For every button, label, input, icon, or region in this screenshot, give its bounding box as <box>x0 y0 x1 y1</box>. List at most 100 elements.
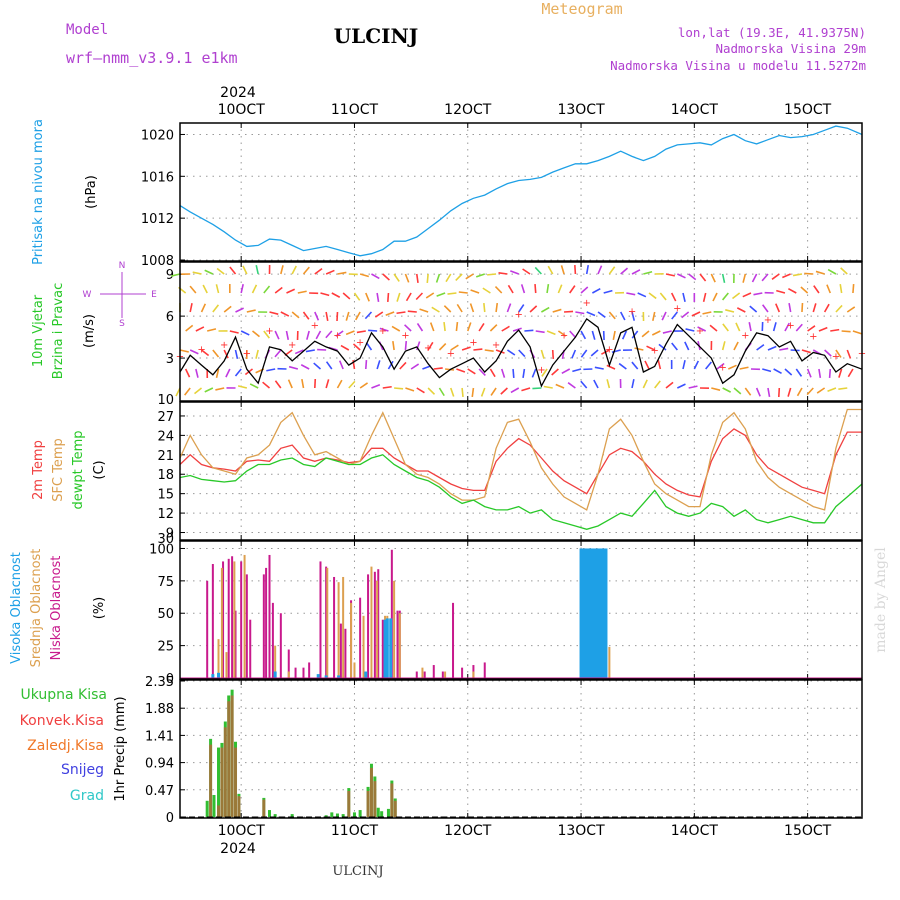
precip-bar <box>262 799 266 817</box>
wind-arrow <box>251 284 258 294</box>
precip-bar <box>376 807 380 817</box>
wind-arrow <box>385 311 395 316</box>
wind-arrow <box>510 270 520 275</box>
wind-arrow <box>631 361 639 370</box>
wind-arrow <box>355 311 361 321</box>
cloud-bar <box>342 576 345 678</box>
wind-arrow <box>325 311 329 321</box>
wind-arrow <box>574 264 577 275</box>
gust-marker: + <box>469 337 477 348</box>
gust-marker: + <box>492 340 500 351</box>
gust-marker: + <box>401 330 409 341</box>
y-tick-label: 0.94 <box>145 757 174 772</box>
wind-arrow <box>823 303 830 313</box>
cloud-bar <box>597 548 601 678</box>
gust-marker: + <box>832 351 840 362</box>
wind-arrow <box>179 349 189 353</box>
cloud-bar <box>243 554 246 678</box>
wind-arrow <box>456 368 466 373</box>
wind-arrow <box>681 311 690 319</box>
wind-arrow <box>657 360 662 370</box>
wind-arrow <box>302 311 310 320</box>
wind-arrow <box>255 349 259 359</box>
wind-arrow <box>524 329 534 332</box>
wind-arrow <box>212 349 220 358</box>
wind-arrow <box>325 330 333 339</box>
wind-arrow <box>506 303 512 313</box>
wind-arrow <box>812 303 817 313</box>
wind-arrow <box>447 292 457 295</box>
y-tick-label: 3 <box>166 352 174 367</box>
y-tick-label: 0.47 <box>145 784 174 799</box>
wind-arrow <box>184 368 191 378</box>
wind-arrow <box>379 327 389 332</box>
cloud-bar <box>234 610 237 678</box>
wind-arrow <box>342 292 351 300</box>
wind-arrow <box>643 270 653 275</box>
wind-arrow <box>500 387 508 395</box>
gust-marker: + <box>424 343 432 354</box>
cloud-bar <box>389 618 393 678</box>
cloud-bar <box>385 618 389 678</box>
wind-arrow <box>229 330 239 334</box>
wind-arrow <box>376 360 381 370</box>
wind-arrow <box>709 324 718 332</box>
cloud-bar <box>319 561 322 678</box>
wind-arrow <box>767 345 777 351</box>
wind-arrow <box>416 387 425 394</box>
wind-arrow <box>546 283 550 294</box>
wind-arrow <box>445 273 452 283</box>
wind-arrow <box>575 311 585 315</box>
y-tick-label: 12 <box>157 507 174 522</box>
wind-arrow <box>501 325 510 332</box>
wind-arrow <box>800 286 809 294</box>
cloud-bar <box>206 580 209 678</box>
precip-ylabel: 1hr Precip (mm) <box>113 696 128 801</box>
bottom-x-tick-label: 13OCT <box>557 823 605 839</box>
cloud-bar <box>444 671 447 678</box>
wind-arrow <box>827 387 837 392</box>
wind-arrow <box>320 292 330 297</box>
gust-marker: + <box>537 365 545 376</box>
wind-arrow <box>772 322 777 332</box>
wind-arrow <box>249 383 259 389</box>
wind-arrow <box>846 349 852 359</box>
cloud-bar <box>415 671 418 678</box>
precip-bar <box>217 747 221 817</box>
wind-arrow <box>699 273 707 282</box>
wind-arrow <box>340 344 350 351</box>
panel-frame <box>179 122 863 262</box>
wind-arrow <box>495 349 505 354</box>
y-tick-label: 25 <box>157 640 174 655</box>
wind-arrow <box>561 368 571 375</box>
cloud-bar <box>396 610 399 678</box>
wind-arrow <box>455 321 459 332</box>
wind-arrow <box>641 330 650 338</box>
compass-west: W <box>83 290 92 300</box>
wind-arrow <box>705 361 712 370</box>
cloud-bar <box>376 580 379 678</box>
chart-panels: 1008 1012 1016 1020 3 6 9 10 + + + + + + + + + + + + + + + + + + +… <box>9 119 866 826</box>
cloud-bar <box>393 580 396 678</box>
wind-arrow <box>626 292 636 296</box>
bottom-x-tick-label: 11OCT <box>331 823 379 839</box>
wind-arrow <box>684 341 690 351</box>
wind-arrow <box>235 307 244 313</box>
wind-arrow <box>438 343 447 351</box>
wind-arrow <box>404 340 408 351</box>
wind-arrow <box>507 284 514 294</box>
gust-marker: + <box>605 344 613 355</box>
wind-arrow <box>266 368 276 372</box>
wind-arrow <box>489 324 498 332</box>
wind-arrow <box>240 284 244 294</box>
wind-arrow <box>512 368 515 379</box>
wind-arrow <box>608 266 616 275</box>
cloud-bar <box>595 548 599 678</box>
precip-bar <box>220 747 224 817</box>
wind-arrow <box>435 273 441 283</box>
wind-arrow <box>543 385 553 389</box>
cloud-bar <box>441 671 444 678</box>
cloud-bar <box>268 554 271 678</box>
y-tick-label: 1020 <box>141 128 174 143</box>
wind-arrow <box>252 330 260 338</box>
